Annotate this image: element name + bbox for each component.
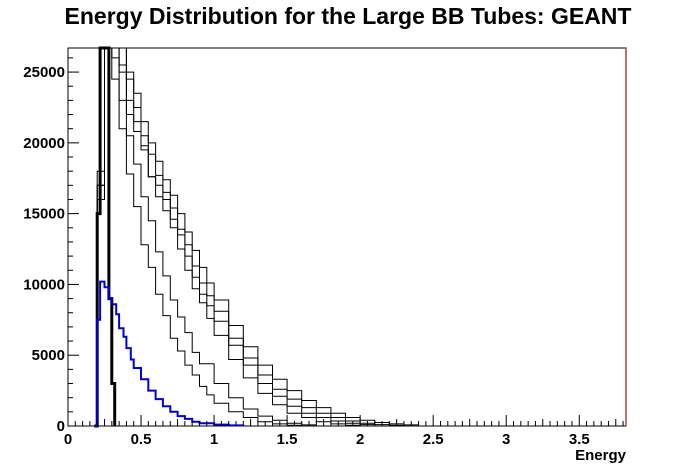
x-axis-label: Energy bbox=[575, 447, 627, 464]
y-tick-label: 15000 bbox=[23, 206, 65, 223]
series-6-line bbox=[94, 47, 420, 427]
series-4-line bbox=[94, 47, 376, 427]
x-tick-label: 2 bbox=[356, 431, 364, 448]
y-axis: 0 5000 10000 15000 20000 25000 bbox=[23, 57, 79, 435]
series-layer bbox=[94, 46, 420, 428]
chart-title: Energy Distribution for the Large BB Tub… bbox=[65, 3, 632, 29]
plot-frame bbox=[67, 47, 627, 427]
x-tick-label: 3.5 bbox=[569, 431, 590, 448]
x-tick-label: 0.5 bbox=[131, 431, 152, 448]
x-tick-label: 1 bbox=[210, 431, 218, 448]
y-tick-label: 20000 bbox=[23, 135, 65, 152]
x-tick-label: 2.5 bbox=[423, 431, 444, 448]
x-tick-label: 1.5 bbox=[277, 431, 298, 448]
series-3-line bbox=[94, 47, 361, 427]
y-tick-label: 25000 bbox=[23, 64, 65, 81]
x-tick-label: 0 bbox=[64, 431, 72, 448]
y-tick-label: 5000 bbox=[32, 347, 65, 364]
series-1-line bbox=[94, 47, 303, 427]
series-7-line bbox=[94, 280, 245, 427]
x-axis: 0 0.5 1 1.5 2 2.5 3 3.5 bbox=[64, 415, 624, 448]
y-tick-label: 0 bbox=[57, 418, 65, 435]
y-tick-label: 10000 bbox=[23, 276, 65, 293]
series-2-line bbox=[94, 47, 317, 427]
x-tick-label: 3 bbox=[502, 431, 510, 448]
